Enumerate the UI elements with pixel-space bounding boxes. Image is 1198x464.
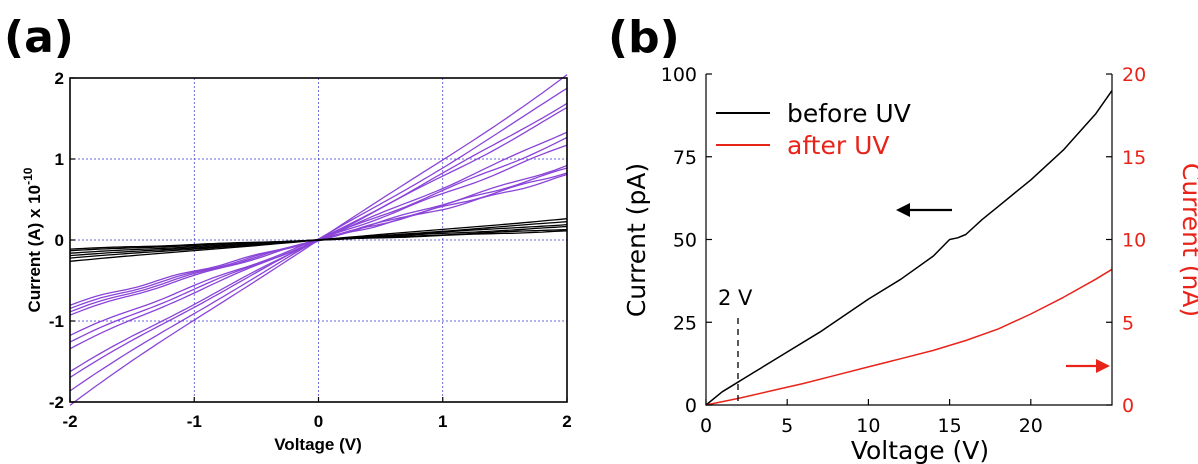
legend-label-after-uv: after UV [787, 131, 890, 160]
panel-a-series [69, 74, 568, 406]
panel-b-y-axis-label-right: Current (nA) [1177, 163, 1198, 317]
panel-a-label: (a) [4, 12, 74, 63]
panel-b-y-tick-label-left: 25 [673, 312, 697, 334]
panel-b-x-tick-label: 20 [1019, 415, 1043, 437]
panel-b-y-tick-label-right: 5 [1122, 312, 1134, 334]
panel-a-x-tick-label: 2 [562, 412, 571, 431]
panel-a-x-tick-label: -2 [62, 412, 77, 431]
legend-item-before-uv: before UV [716, 99, 911, 128]
panel-b-right-arrow [1066, 359, 1110, 373]
panel-b-y-tick-label-left: 75 [673, 147, 697, 169]
panel-b-x-tick-label: 10 [856, 415, 880, 437]
panel-a-x-axis-label: Voltage (V) [274, 435, 362, 454]
panel-a-y-axis-label-base: Current (A) x 10 [25, 185, 44, 313]
panel-b-series [705, 90, 1113, 406]
panel-b-ticks: 0 5 10 15 20 0 25 50 75 100 0 5 10 15 20 [661, 64, 1146, 437]
panel-a-y-axis-label: Current (A) x 10-10 [21, 167, 44, 312]
panel-b-x-axis-label: Voltage (V) [851, 436, 989, 464]
panel-b-y-tick-label-left: 100 [661, 64, 697, 86]
panel-a-x-tick-label: 0 [314, 412, 323, 431]
panel-a-sweep-line-black [69, 230, 568, 250]
panel-b-y-tick-label-left: 0 [685, 395, 697, 417]
panel-a-ticks: -2 -1 0 1 2 -2 -1 0 1 2 [49, 69, 572, 431]
panel-b-2v-annotation: 2 V [718, 286, 753, 310]
panel-b-y-axis-label-left: Current (pA) [622, 163, 651, 317]
panel-b-left-arrow [896, 203, 952, 217]
panel-b-x-tick-label: 0 [700, 415, 712, 437]
panel-a-y-tick-label: -1 [49, 312, 64, 331]
panel-a-y-axis-label-exponent: -10 [21, 167, 35, 185]
panel-b-legend: before UV after UV [716, 99, 911, 160]
panel-b-x-tick-label: 5 [781, 415, 793, 437]
panel-a-y-tick-label: 0 [55, 231, 64, 250]
panel-b-x-tick-label: 15 [938, 415, 962, 437]
panel-b-y-tick-label-right: 0 [1122, 395, 1134, 417]
panel-b-y-tick-label-right: 10 [1122, 230, 1146, 252]
panel-b-series-line-after-uv [705, 268, 1113, 406]
panel-b: (b) 0 5 10 15 20 0 25 50 75 100 0 5 10 15 20 2 V befor… [608, 12, 1198, 464]
panel-a-y-tick-label: 2 [55, 69, 64, 88]
panel-b-y-tick-label-right: 20 [1122, 64, 1146, 86]
panel-a-y-tick-label: -2 [49, 393, 64, 412]
legend-item-after-uv: after UV [716, 131, 890, 160]
panel-a-y-tick-label: 1 [55, 150, 64, 169]
legend-label-before-uv: before UV [787, 99, 911, 128]
panel-b-series-line-before-uv [705, 90, 1113, 406]
panel-a-x-tick-label: 1 [438, 412, 447, 431]
panel-b-y-tick-label-right: 15 [1122, 147, 1146, 169]
panel-a-x-tick-label: -1 [187, 412, 202, 431]
panel-b-label: (b) [608, 12, 680, 63]
panel-b-y-tick-label-left: 50 [673, 230, 697, 252]
